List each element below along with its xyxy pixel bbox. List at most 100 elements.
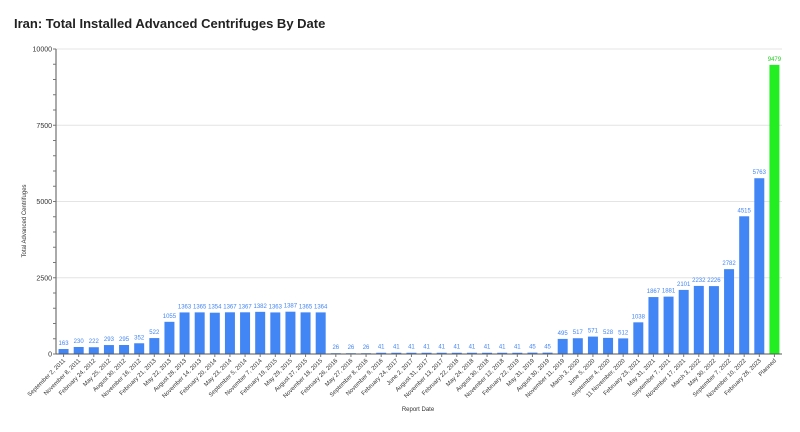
bar (724, 269, 735, 354)
bar (754, 178, 765, 354)
data-label: 1387 (284, 304, 298, 310)
data-label: 9479 (768, 57, 782, 63)
bar (482, 352, 493, 354)
data-label: 1365 (299, 304, 313, 310)
bar (255, 311, 266, 354)
bar (497, 352, 508, 354)
gridlines (56, 48, 782, 279)
data-label: 1354 (208, 305, 222, 311)
bar (240, 312, 251, 354)
data-label: 1881 (662, 289, 676, 295)
data-label: 517 (573, 330, 584, 336)
data-label: 2232 (692, 278, 706, 284)
bar (300, 312, 311, 354)
y-tick-label: 7500 (36, 123, 52, 130)
data-label: 1867 (647, 289, 661, 295)
data-label: 1382 (254, 304, 268, 310)
data-label: 41 (469, 345, 476, 351)
data-label: 4515 (738, 208, 752, 214)
data-label: 222 (89, 339, 100, 345)
y-tick-label: 10000 (33, 47, 53, 54)
bar (512, 352, 523, 354)
bar (618, 338, 629, 354)
bar (315, 312, 326, 354)
data-label: 1038 (632, 314, 646, 320)
data-label: 41 (514, 345, 521, 351)
data-label: 2226 (707, 278, 721, 284)
data-label: 512 (618, 330, 629, 336)
bar (179, 312, 190, 354)
data-label: 1367 (238, 304, 252, 310)
data-label: 295 (119, 337, 130, 343)
bar (209, 312, 220, 354)
bar (103, 345, 114, 354)
bar (391, 352, 402, 354)
bar (527, 352, 538, 354)
data-label: 352 (134, 335, 145, 341)
data-label: 26 (348, 345, 355, 351)
bars (58, 64, 780, 354)
bar (633, 322, 644, 354)
bar (769, 64, 780, 354)
data-label: 41 (393, 345, 400, 351)
bar (270, 312, 281, 354)
y-tick-label: 5000 (36, 199, 52, 206)
bar (134, 343, 145, 354)
bar (572, 338, 583, 354)
x-axis-title: Report Date (402, 407, 435, 413)
bar (557, 338, 568, 354)
data-label: 1367 (223, 304, 237, 310)
bar (466, 352, 477, 354)
data-label: 41 (499, 345, 506, 351)
data-label: 41 (453, 345, 460, 351)
data-label: 1363 (269, 304, 283, 310)
data-label: 293 (104, 337, 115, 343)
data-label: 528 (603, 330, 614, 336)
bar (421, 352, 432, 354)
data-label: 26 (363, 345, 370, 351)
data-label: 26 (332, 345, 339, 351)
bar (88, 347, 99, 354)
data-label: 41 (408, 345, 415, 351)
bar (58, 349, 69, 354)
data-label: 495 (558, 331, 569, 337)
bar (648, 297, 659, 354)
data-label: 2101 (677, 282, 691, 288)
bar (739, 216, 750, 354)
y-tick-label: 2500 (36, 275, 52, 282)
bar (73, 346, 84, 354)
bar (164, 321, 175, 354)
bar (436, 352, 447, 354)
data-label: 522 (149, 330, 160, 336)
data-label: 41 (438, 345, 445, 351)
data-label: 1363 (178, 304, 192, 310)
bar (708, 286, 719, 354)
data-label: 5763 (753, 170, 767, 176)
data-label: 45 (529, 345, 536, 351)
data-label: 1365 (193, 304, 207, 310)
y-axis-title: Total Advanced Centrifuges (22, 184, 28, 257)
data-label: 571 (588, 329, 599, 335)
data-label: 41 (484, 345, 491, 351)
data-label: 1055 (163, 314, 177, 320)
bar (285, 311, 296, 354)
chart-title: Iran: Total Installed Advanced Centrifug… (14, 16, 326, 31)
y-tick-label: 0 (48, 352, 52, 359)
bar (194, 312, 205, 354)
data-label: 1364 (314, 304, 328, 310)
bar (693, 285, 704, 354)
bar (663, 296, 674, 354)
data-label: 41 (378, 345, 385, 351)
bar (542, 352, 553, 354)
bar (603, 337, 614, 354)
data-label: 2782 (722, 261, 736, 267)
data-label: 163 (59, 341, 70, 347)
data-label: 230 (74, 339, 85, 345)
bar (119, 345, 130, 354)
bar (587, 336, 598, 354)
bar (149, 338, 160, 354)
bar (224, 312, 235, 354)
bar (451, 352, 462, 354)
data-label: 41 (423, 345, 430, 351)
